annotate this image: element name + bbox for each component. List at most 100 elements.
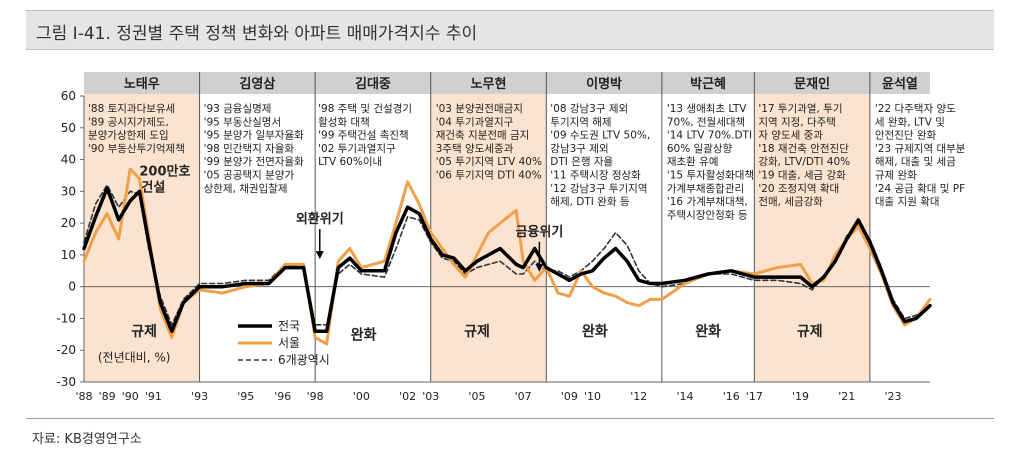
- policy-note: '95 분양가 일부자율화: [204, 129, 305, 142]
- x-tick-label: '21: [838, 390, 855, 403]
- regime-label: 노무현: [471, 76, 507, 92]
- policy-note: '98 민간택지 자율화: [204, 143, 295, 155]
- x-tick-label: '16: [723, 390, 740, 403]
- policy-note: 상한제, 채권입찰제: [204, 182, 288, 195]
- regime-label: 박근혜: [690, 76, 726, 92]
- y-tick-label: 40: [61, 153, 76, 167]
- policy-note: '95 부동산실명서: [204, 116, 282, 128]
- x-tick-label: '19: [792, 390, 809, 403]
- x-tick-label: '05: [468, 390, 485, 403]
- regime-header: [430, 72, 547, 94]
- regime-label: 이명박: [586, 76, 622, 92]
- policy-note: '20 조정지역 확대: [758, 182, 839, 195]
- x-tick-label: '00: [353, 390, 370, 403]
- policy-note: 규제 완화: [875, 169, 917, 182]
- policy-note: 70%, 전월세대책: [667, 116, 745, 128]
- policy-note: '24 공급 확대 및 PF: [875, 182, 965, 195]
- x-tick-label: '17: [746, 390, 763, 403]
- policy-note: '02 투기과열지구: [318, 143, 396, 155]
- y-tick-label: 10: [61, 248, 76, 262]
- source-divider: [26, 418, 994, 419]
- policy-note: '12 강남3구 투기지역: [550, 183, 647, 195]
- crisis-arrow-head: [315, 251, 324, 260]
- crisis-arrow-head: [535, 263, 544, 272]
- policy-note: '99 분양가 전면자율화: [204, 156, 305, 168]
- policy-note: 주택시장안정화 등: [667, 209, 748, 221]
- regime-shade: [84, 94, 200, 382]
- regime-label: 김대중: [355, 77, 391, 92]
- policy-note: 투기지역 해제: [550, 115, 611, 128]
- phase-label: 완화: [351, 327, 377, 343]
- y-tick-label: -10: [56, 311, 76, 325]
- policy-note: 강남3구 제외: [550, 143, 608, 155]
- y-tick-label: 30: [61, 184, 76, 198]
- chart-annotation: 200만호: [139, 163, 190, 179]
- x-tick-label: '98: [307, 390, 324, 403]
- policy-note: '06 투기지역 DTI 40%: [436, 170, 542, 182]
- x-tick-label: '03: [422, 390, 439, 403]
- policy-note: '18 재건축 안전진단: [758, 143, 849, 155]
- x-tick-label: '93: [191, 390, 208, 403]
- regime-header: [869, 72, 930, 94]
- policy-note: '99 주택건설 촉진책: [318, 130, 409, 142]
- chart-annotation: 외환위기: [296, 211, 344, 227]
- policy-note: 지역 지정, 다주택: [758, 116, 836, 128]
- regime-header: [546, 72, 662, 94]
- x-tick-label: '07: [515, 390, 532, 403]
- legend-label: 전국: [278, 319, 300, 333]
- policy-note: 해제, DTI 완화 등: [550, 195, 630, 208]
- policy-note: '05 공공택지 분양가: [204, 170, 295, 182]
- y-tick-label: 50: [61, 121, 76, 135]
- phase-label: 완화: [695, 324, 721, 340]
- x-tick-label: '96: [274, 390, 291, 403]
- x-tick-label: '14: [676, 390, 693, 403]
- policy-note: '19 대출, 세금 강화: [758, 170, 846, 182]
- phase-label: 완화: [582, 324, 608, 340]
- regime-label: 노태우: [124, 77, 160, 92]
- regime-label: 문재인: [794, 76, 830, 92]
- policy-note: 자 양도세 중과: [758, 130, 823, 142]
- x-tick-label: '09: [561, 390, 578, 403]
- regime-header: [199, 72, 316, 94]
- source-note: 자료: KB경영연구소: [32, 432, 142, 447]
- policy-note: 분양가상한제 도입: [88, 129, 169, 142]
- x-tick-label: '95: [237, 390, 254, 403]
- phase-label: 규제: [131, 324, 157, 340]
- x-tick-label: '12: [630, 390, 647, 403]
- y-tick-label: 0: [68, 280, 76, 294]
- policy-note: 3주택 양도세중과: [436, 143, 514, 155]
- regime-header: [315, 72, 431, 94]
- policy-note: 재초환 유예: [667, 155, 719, 168]
- policy-note: DTI 은행 자율: [550, 156, 613, 168]
- policy-note: '15 투자활성화대책: [667, 169, 754, 182]
- policy-note: '05 투기지역 LTV 40%: [436, 156, 542, 168]
- series-line-2: [83, 184, 931, 326]
- policy-note: '98 주택 및 건설경기: [318, 102, 412, 115]
- regime-header: [661, 72, 755, 94]
- phase-label: 규제: [797, 324, 823, 340]
- policy-note: '14 LTV 70%.DTI: [667, 130, 752, 142]
- regime-header: [754, 72, 870, 94]
- policy-note: '16 가계부채대책,: [667, 196, 748, 208]
- series-line-1: [82, 167, 932, 346]
- policy-note: 60% 일괄상향: [667, 142, 733, 155]
- chart-annotation: 금융위기: [515, 224, 563, 240]
- x-tick-label: '23: [885, 390, 902, 403]
- page-title: 그림 Ⅰ-41. 정권별 주택 정책 변화와 아파트 매매가격지수 추이: [36, 24, 478, 44]
- legend-label: 6개광역시: [278, 353, 330, 367]
- policy-note: '22 다주택자 양도: [875, 103, 956, 115]
- policy-note: 재건축 지분전매 금지: [436, 130, 530, 142]
- policy-note: 세 완화, LTV 및: [875, 115, 945, 128]
- policy-note: '03 분양권전매금지: [436, 103, 523, 115]
- title-bar: 그림 Ⅰ-41. 정권별 주택 정책 변화와 아파트 매매가격지수 추이: [26, 10, 994, 50]
- policy-note: '08 강남3구 제외: [550, 103, 628, 115]
- x-tick-label: '10: [584, 390, 601, 403]
- x-tick-label: '89: [99, 390, 116, 403]
- policy-note: 가계부채종합관리: [667, 183, 744, 195]
- policy-note: '90 부동산투기억제책: [88, 143, 185, 155]
- policy-note: '13 생애최초 LTV: [667, 103, 747, 115]
- policy-note: '89 공시지가제도,: [88, 116, 169, 128]
- policy-note: '93 금융실명제: [204, 103, 272, 115]
- regime-shade: [754, 94, 870, 382]
